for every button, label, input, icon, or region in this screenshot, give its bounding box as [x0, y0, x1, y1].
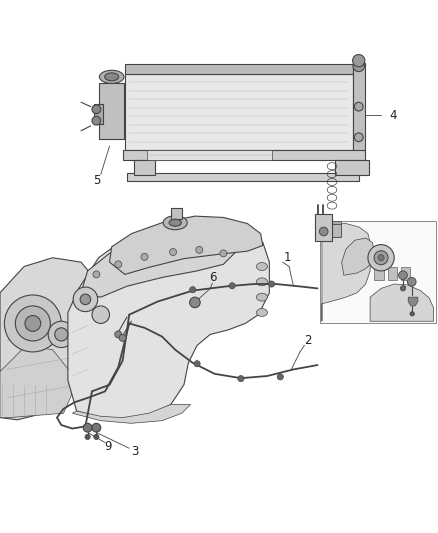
Circle shape	[268, 281, 275, 287]
Circle shape	[353, 54, 365, 67]
Bar	[401, 266, 410, 280]
Circle shape	[190, 287, 196, 293]
Polygon shape	[0, 258, 92, 420]
Text: 3: 3	[131, 445, 138, 458]
Circle shape	[378, 255, 384, 261]
Circle shape	[83, 423, 92, 432]
Circle shape	[48, 321, 74, 348]
Ellipse shape	[256, 293, 267, 301]
Circle shape	[141, 253, 148, 260]
Circle shape	[319, 227, 328, 236]
Bar	[94, 104, 103, 124]
Circle shape	[93, 271, 100, 278]
Polygon shape	[72, 405, 191, 423]
Circle shape	[92, 306, 110, 324]
Bar	[171, 208, 182, 219]
Text: 2: 2	[304, 334, 311, 346]
Bar	[374, 266, 384, 280]
Circle shape	[115, 261, 122, 268]
Polygon shape	[0, 345, 72, 418]
Circle shape	[277, 374, 283, 380]
Circle shape	[4, 295, 61, 352]
Circle shape	[368, 245, 394, 271]
Polygon shape	[342, 238, 374, 275]
Ellipse shape	[163, 216, 187, 230]
Bar	[125, 74, 353, 150]
Circle shape	[15, 306, 50, 341]
Text: 1: 1	[283, 251, 291, 264]
Circle shape	[94, 434, 99, 440]
Polygon shape	[370, 284, 434, 321]
Bar	[388, 266, 397, 280]
Bar	[123, 150, 365, 160]
Bar	[332, 221, 341, 223]
Circle shape	[400, 286, 406, 291]
Bar	[147, 150, 272, 160]
Ellipse shape	[105, 73, 119, 81]
Bar	[125, 64, 353, 74]
Text: 6: 6	[208, 271, 216, 285]
Circle shape	[410, 312, 414, 316]
Circle shape	[119, 334, 126, 342]
Ellipse shape	[256, 278, 267, 286]
Ellipse shape	[256, 263, 267, 270]
Bar	[335, 160, 369, 174]
Bar	[134, 160, 155, 174]
Circle shape	[220, 250, 227, 257]
Bar	[127, 173, 359, 181]
Circle shape	[115, 331, 122, 338]
Circle shape	[190, 297, 200, 308]
Circle shape	[353, 60, 364, 71]
Polygon shape	[408, 297, 418, 306]
Text: 5: 5	[93, 174, 100, 187]
Circle shape	[25, 316, 41, 332]
Circle shape	[354, 133, 363, 142]
Polygon shape	[81, 233, 237, 297]
Circle shape	[92, 116, 101, 125]
Circle shape	[238, 376, 244, 382]
Bar	[353, 63, 365, 155]
Circle shape	[85, 434, 90, 440]
Circle shape	[92, 423, 101, 432]
Ellipse shape	[256, 309, 267, 317]
Circle shape	[55, 328, 68, 341]
Bar	[99, 83, 124, 140]
Circle shape	[196, 246, 203, 253]
Circle shape	[399, 271, 407, 280]
Circle shape	[170, 248, 177, 255]
Circle shape	[80, 294, 91, 304]
Text: 4: 4	[389, 109, 397, 122]
Circle shape	[229, 282, 235, 289]
Circle shape	[407, 278, 416, 286]
Circle shape	[354, 102, 363, 111]
Text: 9: 9	[104, 440, 112, 453]
Ellipse shape	[99, 70, 124, 84]
Polygon shape	[68, 221, 269, 421]
Polygon shape	[322, 223, 370, 321]
Bar	[332, 223, 341, 237]
Circle shape	[73, 287, 98, 312]
Circle shape	[194, 361, 200, 367]
Bar	[315, 214, 332, 241]
Polygon shape	[110, 216, 263, 274]
Circle shape	[374, 251, 388, 265]
Ellipse shape	[169, 219, 181, 226]
Bar	[320, 221, 436, 324]
Circle shape	[92, 105, 101, 114]
